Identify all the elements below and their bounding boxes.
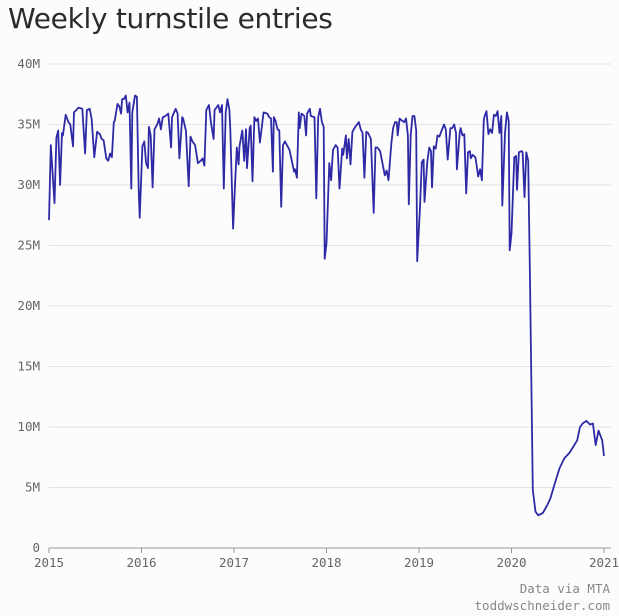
- y-tick-label: 10M: [17, 419, 40, 434]
- series-line: [48, 94, 605, 517]
- y-tick-label: 20M: [17, 298, 40, 313]
- y-tick-label: 30M: [17, 177, 40, 192]
- x-tick-label: 2016: [126, 555, 156, 570]
- x-tick-label: 2020: [496, 555, 526, 570]
- site-credit: toddwschneider.com: [474, 598, 610, 613]
- x-tick-label: 2017: [219, 555, 249, 570]
- chart-title: Weekly turnstile entries: [8, 2, 333, 35]
- y-tick-label: 35M: [17, 117, 40, 132]
- x-tick-label: 2018: [311, 555, 341, 570]
- x-tick-label: 2019: [404, 555, 434, 570]
- x-tick-label: 2021: [589, 555, 619, 570]
- y-tick-label: 25M: [17, 238, 40, 253]
- y-tick-label: 0: [32, 540, 40, 555]
- source-note: Data via MTA: [519, 581, 610, 596]
- x-tick-label: 2015: [34, 555, 64, 570]
- y-tick-label: 5M: [25, 480, 40, 495]
- y-tick-label: 40M: [17, 56, 40, 71]
- y-tick-label: 15M: [17, 359, 40, 374]
